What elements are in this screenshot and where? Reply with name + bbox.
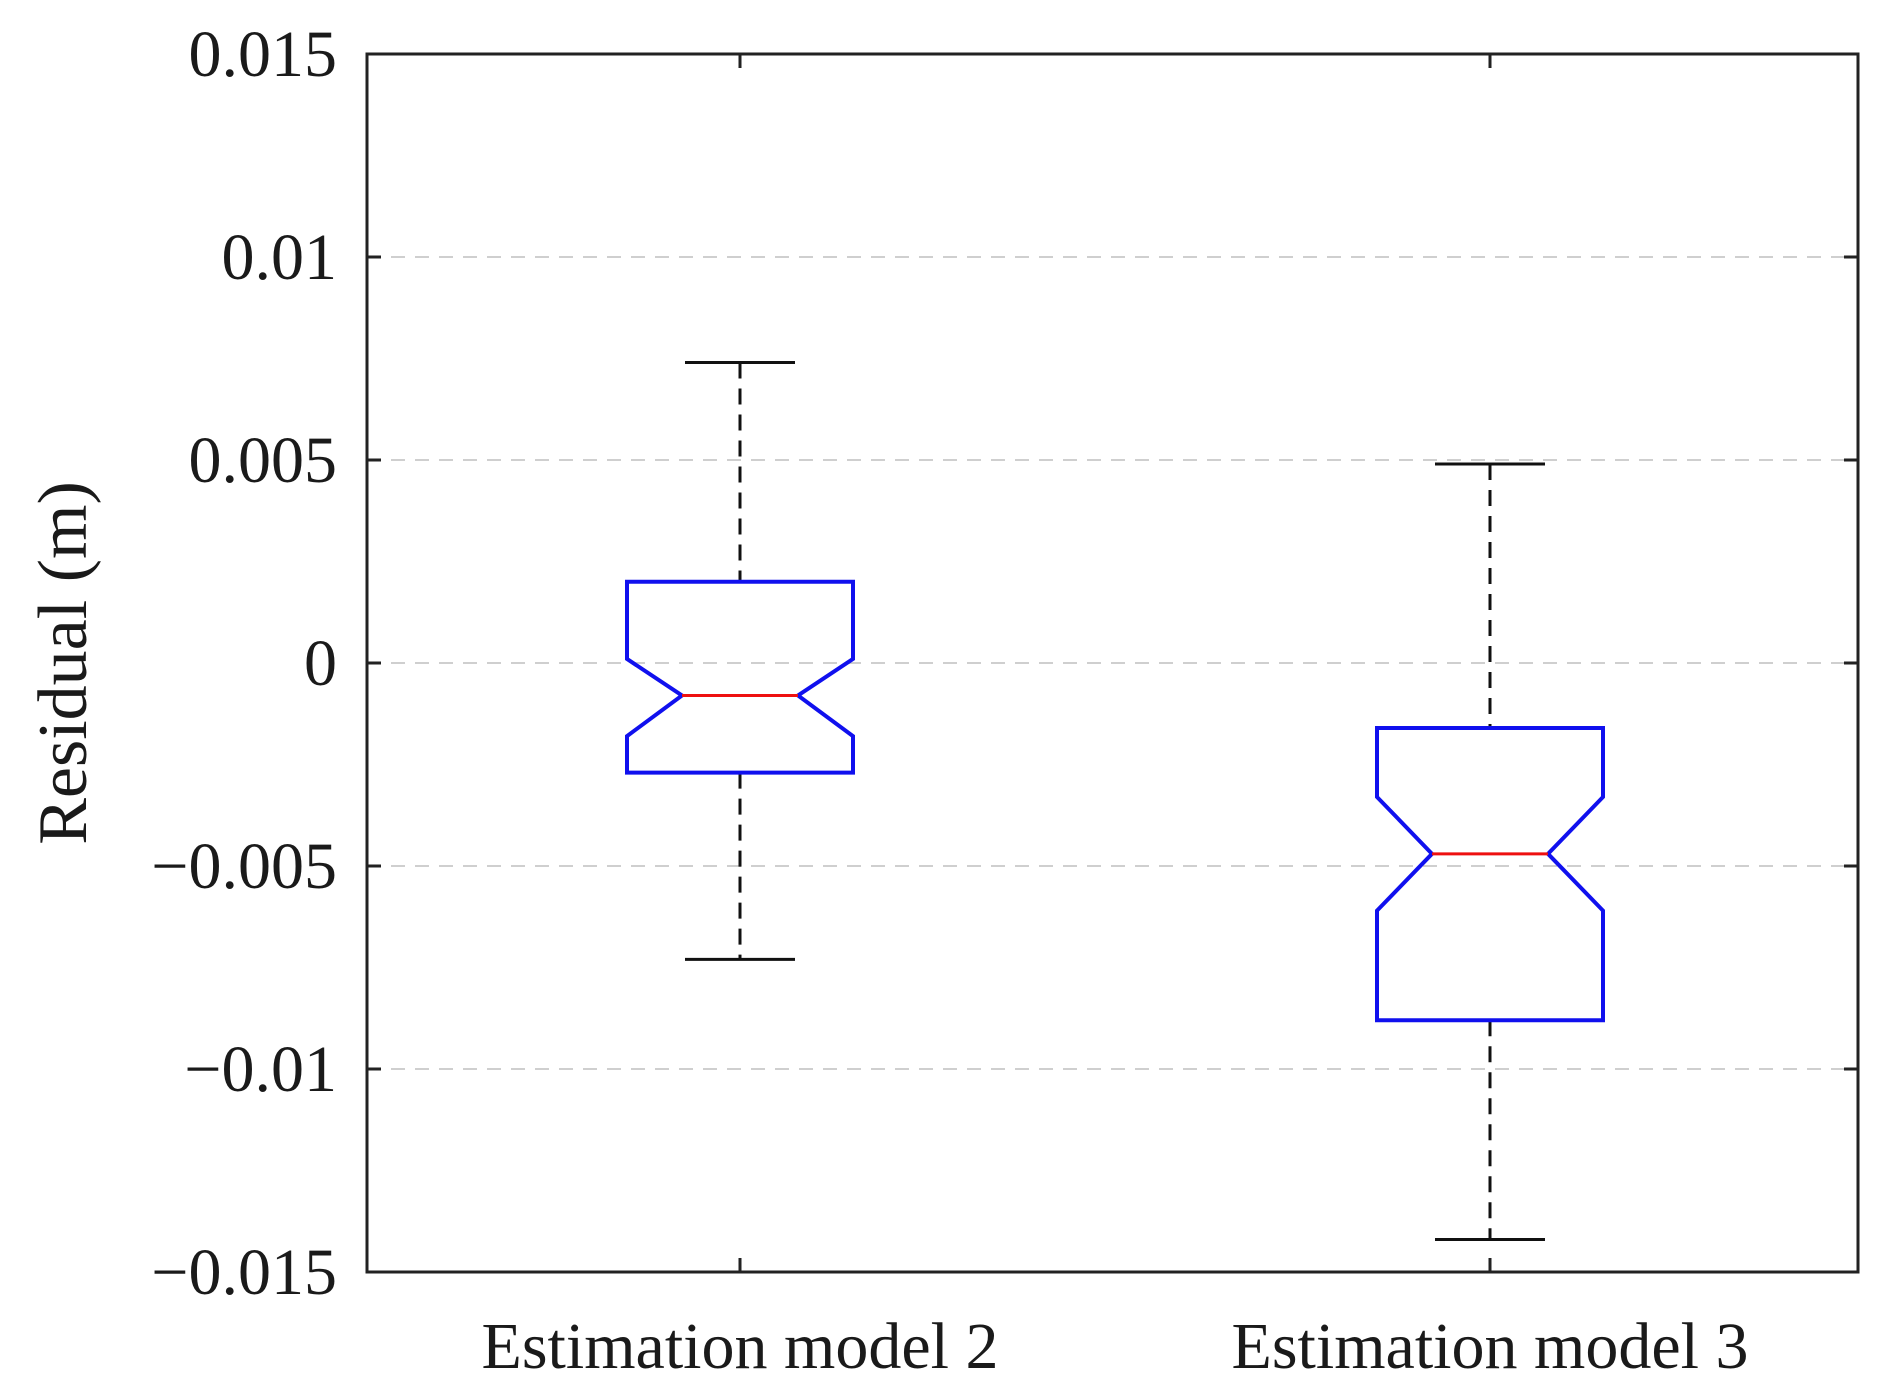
notched-box [625,579,855,775]
box-group [625,361,855,961]
y-tick-label: 0.01 [222,221,338,294]
x-tick-label: Estimation model 2 [482,1310,999,1383]
y-tick-label: −0.015 [151,1236,337,1309]
y-tick-label: −0.005 [151,830,337,903]
tick-labels: 0.015 0.01 0.005 0 −0.005 −0.01 −0.015 Estimati… [151,18,1748,1383]
grid-lines [367,256,1858,1070]
boxes [625,361,1605,1242]
axis-ticks [367,52,1858,1274]
y-axis-title: Residual (m) [25,481,102,845]
y-tick-label: 0.015 [189,18,338,91]
y-tick-label: −0.01 [184,1033,337,1106]
y-tick-label: 0.005 [189,424,338,497]
box-group [1375,462,1605,1242]
notched-box [1375,725,1605,1023]
x-tick-label: Estimation model 3 [1232,1310,1749,1383]
y-tick-label: 0 [304,627,337,700]
